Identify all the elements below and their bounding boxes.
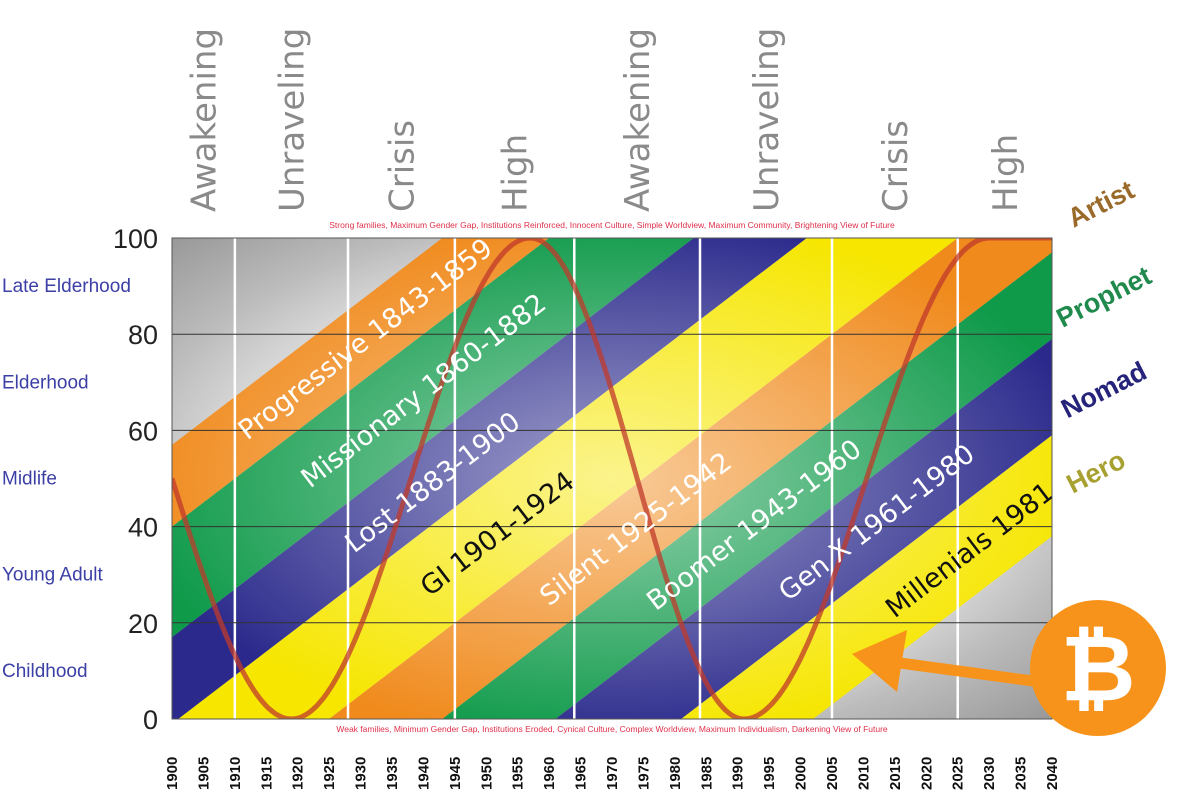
- y-tick-label: 100: [113, 224, 158, 254]
- x-tick-label: 2025: [950, 757, 967, 790]
- x-tick-label: 2005: [824, 757, 841, 790]
- x-tick-label: 1960: [541, 757, 558, 790]
- stage-young-adult: Young Adult: [2, 565, 103, 586]
- stage-childhood: Childhood: [2, 661, 88, 682]
- x-tick-label: 2020: [918, 757, 935, 790]
- y-axis-ticks: 0 20 40 60 80 100: [113, 224, 158, 735]
- x-tick-label: 1990: [730, 757, 747, 790]
- bitcoin-annotation: ₿: [852, 600, 1166, 736]
- mood-curve: [172, 238, 1052, 719]
- x-tick-label: 1970: [604, 757, 621, 790]
- turning-high: High: [496, 134, 536, 212]
- era-boundary-lines: [233, 238, 959, 719]
- bottom-note: Weak families, Minimum Gender Gap, Insti…: [336, 724, 888, 734]
- x-tick-label: 1975: [635, 757, 652, 790]
- x-tick-label: 1945: [447, 757, 464, 790]
- archetype-prophet: Prophet: [1052, 260, 1157, 333]
- turning-unraveling: Unraveling: [747, 28, 787, 212]
- turning-awakening: Awakening: [184, 28, 224, 212]
- top-note: Strong families, Maximum Gender Gap, Ins…: [329, 220, 895, 230]
- y-tick-label: 60: [128, 416, 158, 446]
- stage-late-elderhood: Late Elderhood: [2, 276, 131, 297]
- x-tick-label: 1910: [227, 757, 244, 790]
- x-tick-label: 1900: [164, 757, 181, 790]
- turning-crisis: Crisis: [876, 120, 916, 212]
- x-tick-label: 1920: [290, 757, 307, 790]
- x-tick-label: 1995: [761, 757, 778, 790]
- x-tick-label: 1925: [321, 757, 338, 790]
- x-tick-label: 1915: [258, 757, 275, 790]
- x-axis-ticks: 1900 1905 1910 1915 1920 1925 1930 1935 1940 1945…: [164, 757, 1061, 790]
- turning-unraveling: Unraveling: [272, 28, 312, 212]
- x-tick-label: 1905: [195, 757, 212, 790]
- x-tick-label: 1965: [573, 757, 590, 790]
- turning-high: High: [986, 134, 1026, 212]
- x-tick-label: 2000: [793, 757, 810, 790]
- y-tick-label: 40: [128, 513, 158, 543]
- archetype-nomad: Nomad: [1056, 356, 1151, 424]
- arrow-shaft: [899, 657, 1041, 688]
- bitcoin-icon: [1030, 600, 1166, 736]
- y-tick-label: 20: [128, 609, 158, 639]
- archetype-artist: Artist: [1063, 175, 1139, 234]
- x-tick-label: 1935: [384, 757, 401, 790]
- x-tick-label: 2040: [1044, 757, 1061, 790]
- y-tick-label: 80: [128, 320, 158, 350]
- bitcoin-symbol: ₿: [1061, 615, 1136, 722]
- horizontal-gridlines: [172, 238, 1052, 624]
- x-tick-label: 1950: [478, 757, 495, 790]
- x-tick-label: 1985: [698, 757, 715, 790]
- arrow-head: [852, 630, 907, 692]
- x-tick-label: 2035: [1013, 757, 1030, 790]
- archetype-hero: Hero: [1062, 445, 1130, 500]
- y-tick-label: 0: [143, 705, 158, 735]
- archetype-legend: Artist Prophet Nomad Hero: [1052, 175, 1157, 500]
- x-tick-label: 1930: [353, 757, 370, 790]
- x-tick-label: 2010: [855, 757, 872, 790]
- x-tick-label: 1955: [510, 757, 527, 790]
- stage-midlife: Midlife: [2, 469, 57, 490]
- stage-elderhood: Elderhood: [2, 372, 89, 393]
- turning-awakening: Awakening: [618, 28, 658, 212]
- x-tick-label: 2030: [981, 757, 998, 790]
- plot-border: [171, 237, 1053, 720]
- x-tick-label: 1980: [667, 757, 684, 790]
- turning-labels: Awakening Unraveling Crisis High Awakening Un…: [184, 28, 1025, 212]
- turning-crisis: Crisis: [382, 120, 422, 212]
- x-tick-label: 2015: [887, 757, 904, 790]
- x-tick-label: 1940: [415, 757, 432, 790]
- life-stage-labels: Late Elderhood Elderhood Midlife Young Adul…: [2, 276, 131, 682]
